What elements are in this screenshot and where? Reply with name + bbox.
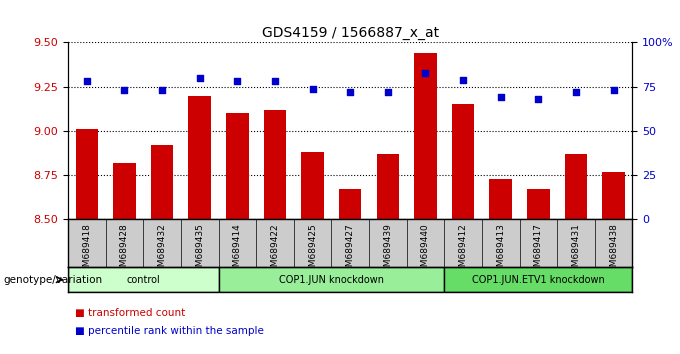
Point xyxy=(608,87,619,93)
Bar xyxy=(301,152,324,219)
Text: GSM689417: GSM689417 xyxy=(534,223,543,278)
Bar xyxy=(602,172,625,219)
Text: GSM689425: GSM689425 xyxy=(308,223,317,278)
Text: GSM689435: GSM689435 xyxy=(195,223,204,278)
Point xyxy=(82,79,92,84)
Bar xyxy=(377,154,399,219)
Point xyxy=(458,77,469,82)
Point xyxy=(119,87,130,93)
FancyBboxPatch shape xyxy=(218,267,444,292)
Bar xyxy=(414,53,437,219)
Text: GSM689438: GSM689438 xyxy=(609,223,618,278)
Point xyxy=(307,86,318,91)
FancyBboxPatch shape xyxy=(68,267,218,292)
Bar xyxy=(452,104,475,219)
Text: GSM689414: GSM689414 xyxy=(233,223,242,278)
Text: GSM689439: GSM689439 xyxy=(384,223,392,278)
Text: COP1.JUN.ETV1 knockdown: COP1.JUN.ETV1 knockdown xyxy=(472,275,605,285)
Bar xyxy=(564,154,588,219)
Bar xyxy=(75,129,98,219)
FancyBboxPatch shape xyxy=(444,267,632,292)
Point xyxy=(269,79,280,84)
Point xyxy=(232,79,243,84)
Bar xyxy=(113,163,136,219)
Point xyxy=(156,87,167,93)
Bar xyxy=(188,96,211,219)
Text: GSM689422: GSM689422 xyxy=(271,223,279,278)
Bar xyxy=(226,113,249,219)
Point xyxy=(495,95,506,100)
Text: GSM689418: GSM689418 xyxy=(82,223,91,278)
Title: GDS4159 / 1566887_x_at: GDS4159 / 1566887_x_at xyxy=(262,26,439,40)
Point xyxy=(420,70,431,75)
Text: genotype/variation: genotype/variation xyxy=(3,275,103,285)
Text: control: control xyxy=(126,275,160,285)
Point xyxy=(382,89,393,95)
Text: ■ transformed count: ■ transformed count xyxy=(75,308,185,318)
Text: GSM689428: GSM689428 xyxy=(120,223,129,278)
Point xyxy=(345,89,356,95)
Text: GSM689431: GSM689431 xyxy=(571,223,581,278)
Text: GSM689413: GSM689413 xyxy=(496,223,505,278)
Text: GSM689427: GSM689427 xyxy=(345,223,355,278)
Bar xyxy=(151,145,173,219)
Point xyxy=(533,96,544,102)
Bar xyxy=(339,189,362,219)
Point xyxy=(194,75,205,81)
Text: GSM689432: GSM689432 xyxy=(158,223,167,278)
Text: GSM689412: GSM689412 xyxy=(458,223,468,278)
Bar xyxy=(490,179,512,219)
Text: COP1.JUN knockdown: COP1.JUN knockdown xyxy=(279,275,384,285)
Text: ■ percentile rank within the sample: ■ percentile rank within the sample xyxy=(75,326,264,336)
Bar xyxy=(264,110,286,219)
Point xyxy=(571,89,581,95)
Text: GSM689440: GSM689440 xyxy=(421,223,430,278)
Bar xyxy=(527,189,549,219)
